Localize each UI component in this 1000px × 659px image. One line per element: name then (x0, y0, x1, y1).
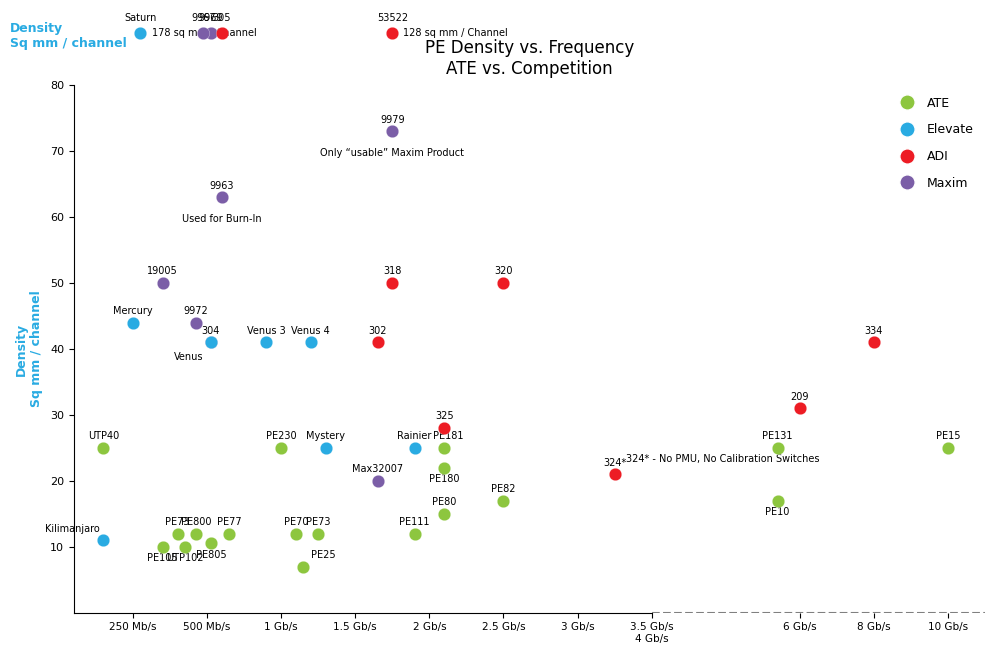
Text: 53522: 53522 (377, 13, 408, 22)
Text: 334: 334 (865, 326, 883, 336)
Text: Used for Burn-In: Used for Burn-In (182, 214, 262, 224)
Text: PE181: PE181 (433, 431, 463, 442)
Text: 9979: 9979 (380, 115, 405, 125)
Text: Mystery: Mystery (306, 431, 345, 442)
Text: PE111: PE111 (399, 517, 430, 527)
Text: 9972: 9972 (184, 306, 208, 316)
Text: 318: 318 (383, 266, 402, 276)
Text: PE15: PE15 (936, 431, 960, 442)
Text: PE131: PE131 (762, 431, 793, 442)
Text: Kilimanjaro: Kilimanjaro (45, 523, 100, 534)
Text: PE77: PE77 (217, 517, 242, 527)
Text: Density
Sq mm / channel: Density Sq mm / channel (10, 22, 127, 50)
Text: 320: 320 (494, 266, 513, 276)
Text: PE230: PE230 (266, 431, 297, 442)
Text: 9963: 9963 (210, 181, 234, 190)
Title: PE Density vs. Frequency
ATE vs. Competition: PE Density vs. Frequency ATE vs. Competi… (425, 40, 634, 78)
Text: PE105: PE105 (147, 554, 178, 563)
Text: 19005: 19005 (147, 266, 178, 276)
Legend: ATE, Elevate, ADI, Maxim: ATE, Elevate, ADI, Maxim (889, 92, 979, 195)
Text: PE80: PE80 (432, 497, 456, 507)
Text: 302: 302 (368, 326, 387, 336)
Text: PE800: PE800 (181, 517, 211, 527)
Text: Only “usable” Maxim Product: Only “usable” Maxim Product (320, 148, 464, 158)
Text: Saturn: Saturn (124, 13, 157, 22)
Text: Venus: Venus (174, 353, 203, 362)
Text: 324*: 324* (603, 457, 626, 468)
Text: PE70: PE70 (284, 517, 308, 527)
Text: Venus 3: Venus 3 (247, 326, 286, 336)
Text: PE25: PE25 (311, 550, 335, 560)
Text: Max32007: Max32007 (352, 464, 403, 474)
Text: 9969: 9969 (199, 13, 223, 22)
Y-axis label: Density
Sq mm / channel: Density Sq mm / channel (15, 291, 43, 407)
Text: 304: 304 (202, 326, 220, 336)
Text: 305: 305 (213, 13, 231, 22)
Text: 178 sq mm / Channel: 178 sq mm / Channel (152, 28, 256, 38)
Text: 324* - No PMU, No Calibration Switches: 324* - No PMU, No Calibration Switches (626, 454, 819, 465)
Text: 9967: 9967 (191, 13, 216, 22)
Text: 128 sq mm / Channel: 128 sq mm / Channel (403, 28, 508, 38)
Text: PE73: PE73 (306, 517, 331, 527)
Text: PE73: PE73 (165, 517, 190, 527)
Text: Rainier: Rainier (397, 431, 432, 442)
Text: 209: 209 (791, 391, 809, 402)
Text: PE180: PE180 (429, 474, 459, 484)
Text: UTP40: UTP40 (88, 431, 119, 442)
Text: 325: 325 (435, 411, 454, 422)
Text: PE82: PE82 (491, 484, 516, 494)
Text: PE10: PE10 (765, 507, 790, 517)
Text: Mercury: Mercury (113, 306, 153, 316)
Text: Venus 4: Venus 4 (291, 326, 330, 336)
Text: UTP102: UTP102 (166, 554, 204, 563)
Text: PE805: PE805 (196, 550, 226, 560)
